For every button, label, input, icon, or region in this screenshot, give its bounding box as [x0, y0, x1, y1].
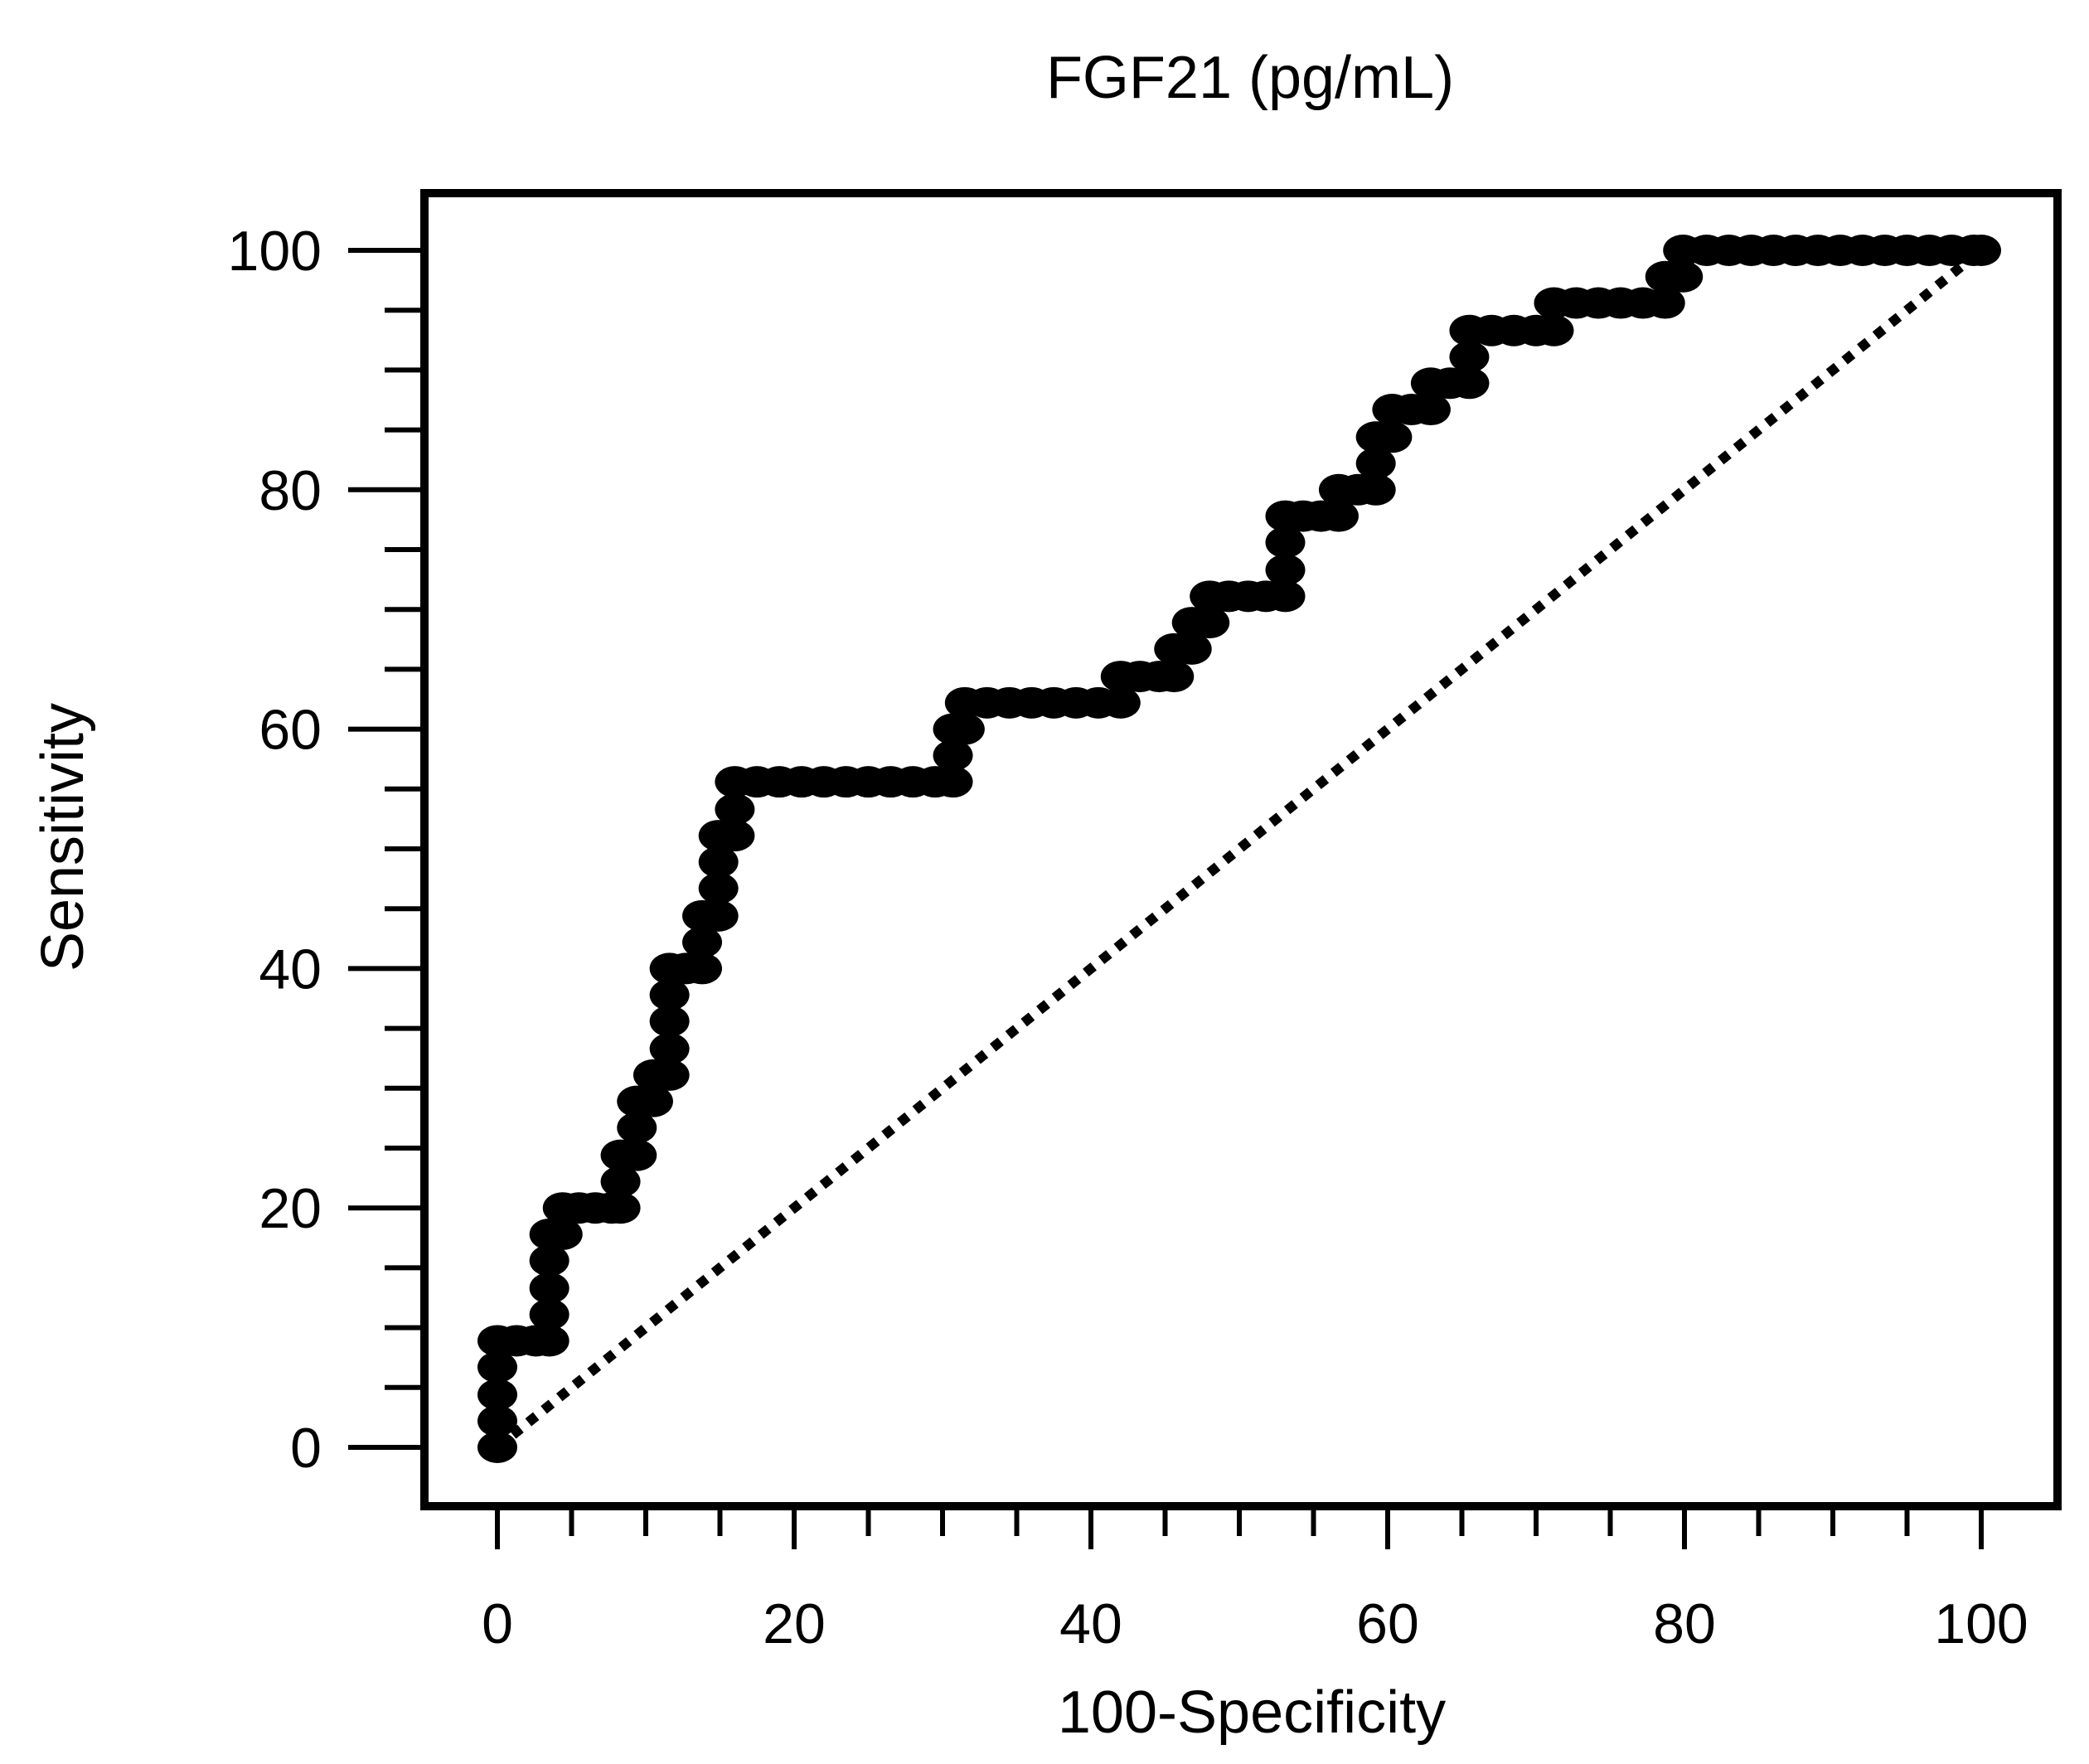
- x-tick-label: 20: [763, 1592, 826, 1655]
- x-tick-label: 80: [1653, 1592, 1716, 1655]
- roc-point: [617, 1140, 657, 1171]
- x-tick-label: 60: [1356, 1592, 1419, 1655]
- y-tick-label: 60: [259, 699, 322, 762]
- x-axis-label: 100-Specificity: [1058, 1679, 1446, 1746]
- roc-point: [699, 900, 739, 932]
- roc-point: [477, 1379, 517, 1410]
- roc-chart: FGF21 (pg/mL) 0 20 40 60 80 100 020406080100 …: [0, 0, 2089, 1764]
- roc-point: [1372, 421, 1412, 453]
- chart-title: FGF21 (pg/mL): [1046, 45, 1454, 111]
- y-tick-label: 80: [259, 459, 322, 522]
- roc-point: [650, 1033, 690, 1064]
- roc-point: [1534, 315, 1573, 346]
- roc-point: [715, 793, 754, 825]
- y-tick-label: 0: [290, 1417, 322, 1480]
- y-tick-label: 20: [259, 1177, 322, 1240]
- x-tick-label: 100: [1934, 1592, 2028, 1655]
- x-tick-label: 40: [1059, 1592, 1122, 1655]
- roc-point: [530, 1272, 570, 1304]
- y-axis-label: Sensitivity: [30, 703, 96, 972]
- x-tick-label: 0: [482, 1592, 513, 1655]
- y-tick-label: 100: [228, 220, 322, 283]
- y-tick-label: 40: [259, 938, 322, 1001]
- roc-point: [1961, 235, 2001, 266]
- roc-point: [1154, 661, 1194, 692]
- roc-point: [1265, 555, 1305, 586]
